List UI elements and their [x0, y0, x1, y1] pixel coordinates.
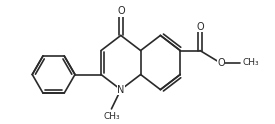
Text: CH₃: CH₃: [243, 58, 259, 67]
Text: O: O: [196, 22, 204, 32]
Text: N: N: [117, 85, 125, 95]
Text: O: O: [217, 58, 225, 68]
Text: O: O: [117, 6, 125, 16]
Text: CH₃: CH₃: [103, 112, 120, 121]
